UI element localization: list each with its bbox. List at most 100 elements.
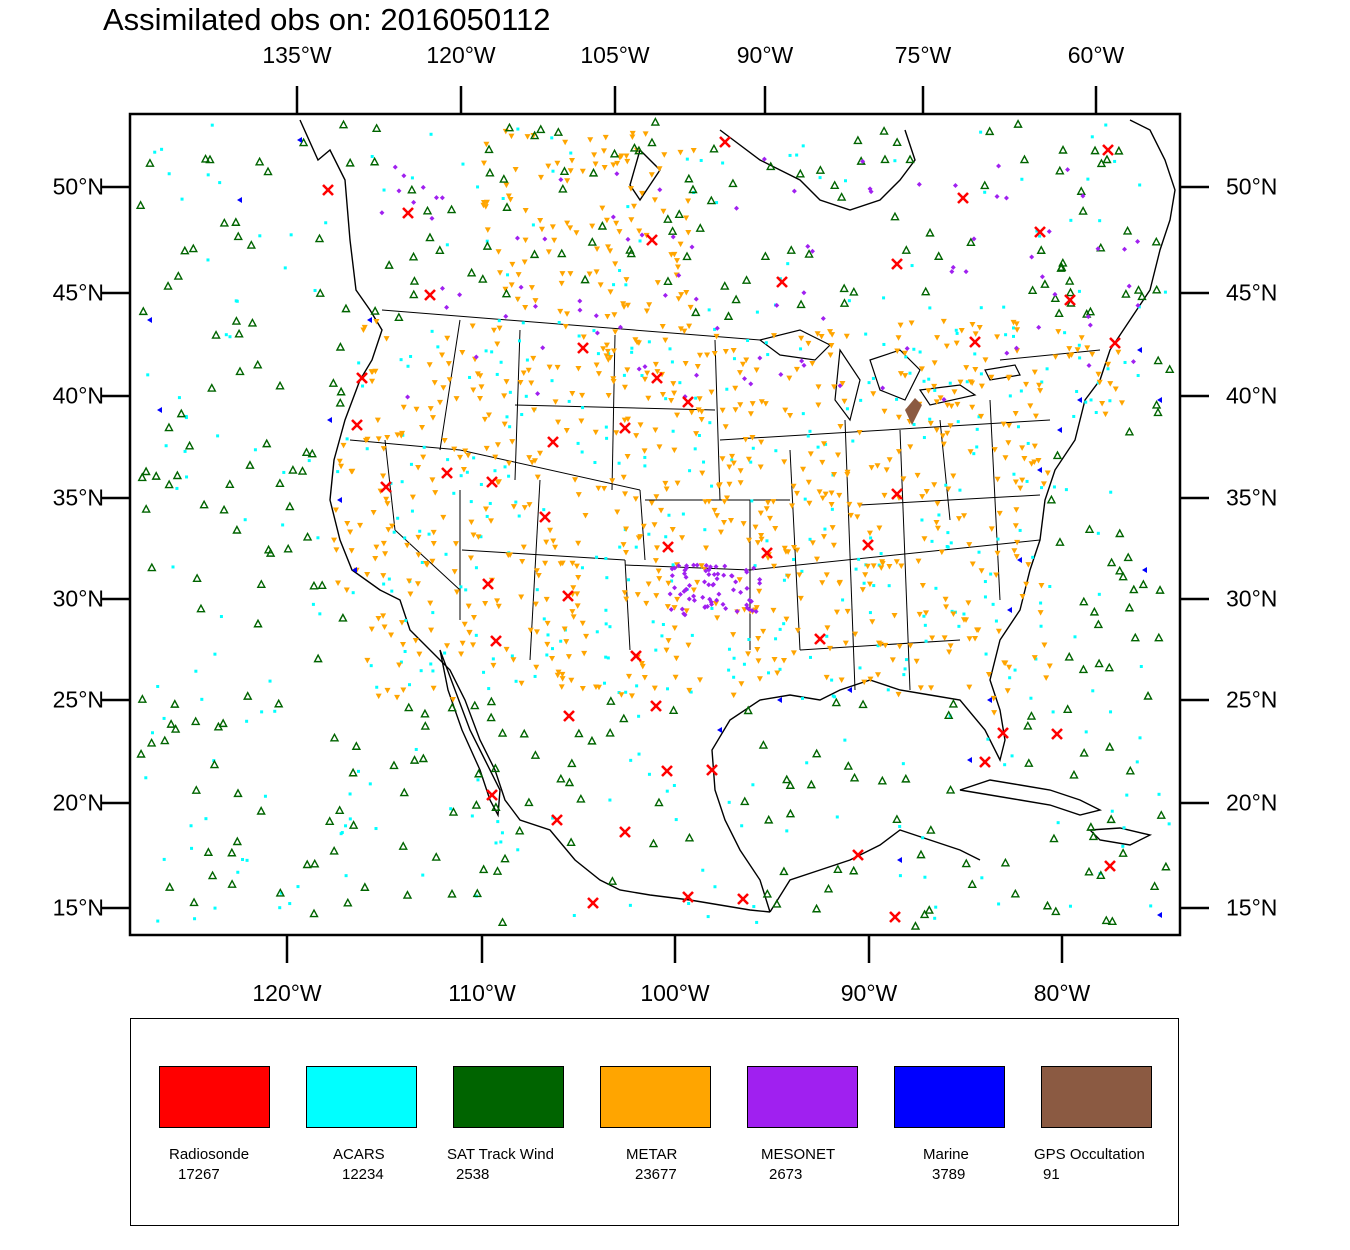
mesonet-marker [1085,314,1091,320]
sat-track-wind-marker [1161,861,1171,871]
acars-marker [887,584,891,588]
metar-marker [626,673,633,680]
mesonet-marker [994,194,1000,200]
metar-marker [839,381,846,387]
acars-marker [503,465,507,469]
acars-marker [661,622,665,626]
sat-track-wind-marker [1153,355,1163,365]
mesonet-marker [791,188,797,194]
sat-track-wind-marker [146,737,157,747]
metar-marker [736,370,743,376]
metar-marker [432,490,439,496]
acars-marker [1098,219,1102,223]
sat-track-wind-marker [905,154,915,164]
acars-marker [751,783,755,787]
metar-marker [1012,523,1019,529]
sat-track-wind-marker [556,773,566,783]
acars-marker [153,150,157,154]
acars-marker [688,469,692,473]
mesonet-marker [532,303,538,309]
sat-track-wind-marker [418,753,429,763]
mesonet-marker [744,602,750,608]
metar-marker [569,609,576,615]
left-lat-label: 30°N [52,585,104,612]
mesonet-marker [439,195,445,201]
metar-marker [836,581,843,587]
radiosonde-x-stroke [650,700,662,712]
metar-marker [728,518,735,524]
metar-marker [891,613,898,619]
metar-marker [819,495,826,502]
metar-marker [467,555,474,561]
top-lon-label: 75°W [894,42,952,68]
acars-marker [806,434,810,438]
acars-marker [1086,177,1090,181]
sat-track-wind-marker [1079,747,1089,757]
metar-marker [1011,548,1018,554]
radiosonde-marker [486,789,498,801]
metar-marker [533,664,540,671]
metar-marker [340,442,347,449]
metar-marker [991,447,998,453]
metar-marker [678,292,685,298]
acars-marker [671,563,675,567]
metar-swatch [600,1066,711,1128]
metar-marker [1095,371,1102,378]
acars-marker [994,619,998,623]
metar-marker [441,437,448,444]
metar-marker [1118,400,1125,406]
acars-marker [410,509,414,513]
sat-track-wind-marker [1129,584,1139,594]
metar-marker [722,348,729,355]
acars-marker [464,588,468,592]
radiosonde-marker [1104,860,1116,872]
metar-marker [814,331,821,337]
acars-marker [630,346,634,350]
radiosonde-marker [562,590,574,602]
metar-marker [736,577,743,583]
acars-marker [991,602,995,606]
sat-track-wind-marker [409,289,419,299]
acars-marker [387,577,391,581]
metar-marker [664,604,671,610]
acars-marker [1025,479,1029,483]
acars-marker [701,868,705,872]
metar-marker [559,560,566,567]
acars-marker [281,523,285,527]
metar-marker [902,373,909,379]
metar-marker [1005,440,1012,446]
sat-track-wind-marker [164,479,174,489]
acars-marker [694,396,698,400]
metar-marker [501,393,508,399]
acars-marker [977,415,981,419]
metar-marker [746,537,753,544]
mesonet-marker [733,579,739,585]
mesonet-marker [379,210,385,216]
metar-marker [605,244,612,250]
acars-marker [336,470,340,474]
sat-track-wind-marker [796,299,806,309]
acars-marker [1096,381,1100,385]
acars-marker [1052,485,1056,489]
metar-marker [954,401,961,408]
metar-marker [663,647,670,654]
metar-marker [508,133,515,140]
acars-marker [431,611,435,615]
sat-track-wind-marker [1084,866,1094,876]
sat-track-wind-marker [486,712,496,722]
metar-marker [772,525,779,532]
acars-marker [634,545,638,549]
acars-marker [617,461,621,465]
metar-marker [1023,581,1030,588]
metar-marker [1031,655,1038,661]
acars-marker [871,376,875,380]
acars-marker [500,831,504,835]
metar-marker [480,202,487,209]
sat-track-wind-marker [668,705,679,715]
metar-marker [798,335,805,342]
sat-track-wind-marker [740,796,750,806]
metar-marker [477,395,484,402]
sat-track-wind-marker [1102,154,1112,164]
acars-marker [1077,343,1081,347]
marine-obs-layer [147,137,1162,918]
